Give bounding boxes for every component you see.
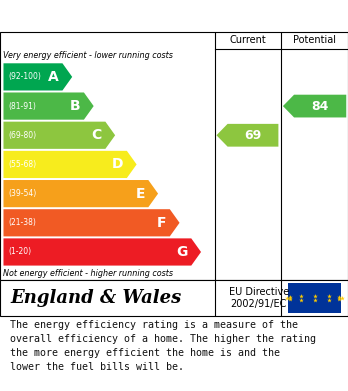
Polygon shape <box>3 239 201 265</box>
Text: C: C <box>92 128 102 142</box>
Text: England & Wales: England & Wales <box>10 289 182 307</box>
Text: G: G <box>176 245 188 259</box>
Text: (92-100): (92-100) <box>9 72 41 81</box>
Text: (55-68): (55-68) <box>9 160 37 169</box>
Text: (81-91): (81-91) <box>9 102 37 111</box>
Polygon shape <box>216 124 278 147</box>
Polygon shape <box>283 95 346 117</box>
Text: EU Directive
2002/91/EC: EU Directive 2002/91/EC <box>229 287 289 309</box>
Polygon shape <box>3 122 115 149</box>
Text: B: B <box>70 99 80 113</box>
Text: The energy efficiency rating is a measure of the
overall efficiency of a home. T: The energy efficiency rating is a measur… <box>10 320 316 372</box>
Text: (39-54): (39-54) <box>9 189 37 198</box>
Polygon shape <box>3 209 180 237</box>
Text: 69: 69 <box>244 129 262 142</box>
Polygon shape <box>3 151 137 178</box>
Text: Potential: Potential <box>293 36 336 45</box>
Text: Current: Current <box>230 36 266 45</box>
Text: (69-80): (69-80) <box>9 131 37 140</box>
Text: A: A <box>48 70 59 84</box>
Text: (1-20): (1-20) <box>9 248 32 256</box>
Text: F: F <box>157 216 166 230</box>
Text: E: E <box>135 187 145 201</box>
Polygon shape <box>3 93 94 120</box>
Bar <box>288 283 341 313</box>
Text: Very energy efficient - lower running costs: Very energy efficient - lower running co… <box>3 51 173 60</box>
Text: Not energy efficient - higher running costs: Not energy efficient - higher running co… <box>3 269 174 278</box>
Text: D: D <box>112 158 124 171</box>
Polygon shape <box>3 180 158 207</box>
Text: 84: 84 <box>311 100 329 113</box>
Polygon shape <box>3 63 72 90</box>
Text: Energy Efficiency Rating: Energy Efficiency Rating <box>10 9 220 23</box>
Text: (21-38): (21-38) <box>9 218 37 227</box>
